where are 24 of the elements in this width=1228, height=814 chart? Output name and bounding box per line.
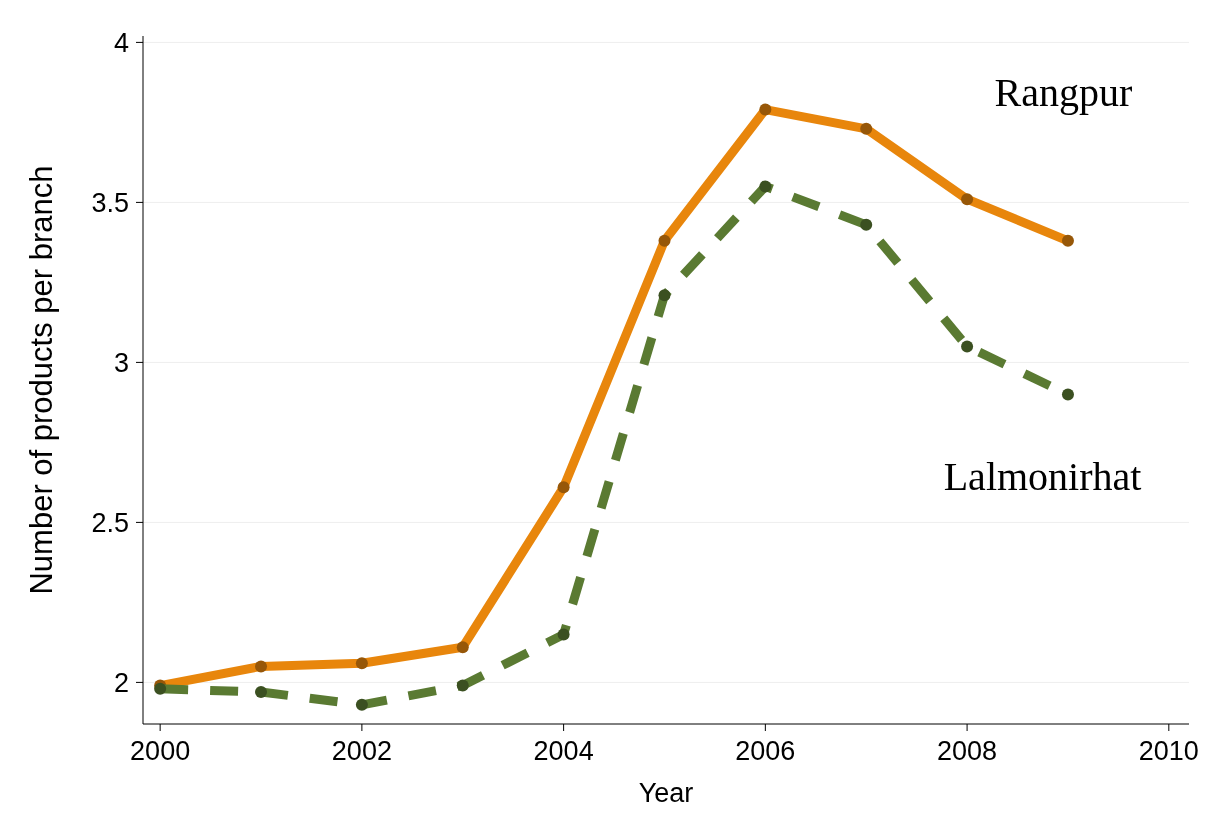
point (1061, 388, 1074, 401)
point (355, 698, 368, 711)
y-tick-label: 2 (113, 667, 129, 698)
x-tick-label: 2004 (533, 736, 594, 766)
point (557, 628, 570, 641)
point (456, 679, 469, 692)
y-tick-label: 3 (113, 347, 129, 378)
x-tick-label: 2000 (130, 736, 191, 766)
point (860, 218, 873, 231)
y-tick-label: 2.5 (91, 507, 129, 538)
text: Rangpur (994, 70, 1133, 116)
x-tick-label: 2006 (735, 736, 796, 766)
x-tick-label: 2002 (331, 736, 392, 766)
point (961, 340, 974, 353)
x-tick-label: 2010 (1138, 736, 1199, 766)
y-tick-label: 3.5 (91, 187, 129, 218)
point (658, 289, 671, 302)
point (759, 180, 772, 193)
y-tick-label: 4 (113, 27, 129, 58)
text: Lalmonirhat (943, 454, 1142, 500)
point (255, 686, 268, 698)
y-axis-title: Number of products per branch (24, 165, 59, 595)
x-tick-label: 2008 (937, 736, 998, 766)
x-axis-title: Year (638, 778, 694, 808)
